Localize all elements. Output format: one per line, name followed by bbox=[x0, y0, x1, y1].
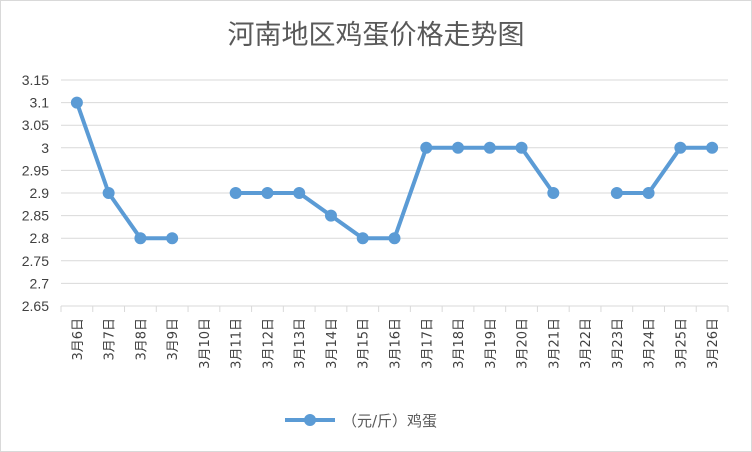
data-point bbox=[610, 187, 623, 199]
x-tick-label: 3月18日 bbox=[452, 318, 467, 369]
x-tick-label: 3月11日 bbox=[230, 318, 245, 369]
x-tick-label: 3月15日 bbox=[357, 318, 372, 369]
x-tick-label: 3月9日 bbox=[166, 318, 181, 361]
y-tick-label: 3.1 bbox=[30, 95, 50, 111]
x-axis: 3月6日 3月7日 3月8日 3月9日 3月10日 3月11日 3月12日 3月13日 3月14… bbox=[60, 306, 729, 369]
x-tick-label: 3月16日 bbox=[389, 318, 404, 369]
data-point bbox=[293, 187, 306, 199]
y-tick-label: 3.05 bbox=[22, 117, 49, 133]
y-tick-label: 2.9 bbox=[30, 185, 50, 201]
x-tick-label: 3月10日 bbox=[198, 318, 213, 369]
x-tick-label: 3月13日 bbox=[293, 318, 308, 369]
data-point bbox=[642, 187, 655, 199]
y-tick-label: 3 bbox=[41, 140, 49, 156]
x-tick-label: 3月17日 bbox=[420, 318, 435, 369]
series-line bbox=[614, 145, 715, 195]
x-tick-label: 3月8日 bbox=[134, 318, 149, 361]
y-tick-label: 2.75 bbox=[22, 253, 49, 269]
data-point bbox=[102, 187, 115, 199]
data-point bbox=[706, 141, 719, 154]
data-point bbox=[547, 187, 560, 199]
series-egg-price bbox=[70, 96, 719, 245]
legend-label: （元/斤）鸡蛋 bbox=[342, 412, 437, 430]
data-point bbox=[388, 232, 401, 245]
data-point bbox=[420, 141, 433, 154]
legend: （元/斤）鸡蛋 bbox=[285, 412, 437, 430]
data-point bbox=[483, 141, 496, 154]
data-point bbox=[261, 187, 274, 199]
data-point bbox=[356, 232, 369, 245]
data-point bbox=[452, 141, 465, 154]
data-point bbox=[70, 96, 83, 109]
y-tick-label: 2.95 bbox=[22, 162, 49, 178]
y-axis: 3.15 3.1 3.05 3 2.95 2.9 2.85 2.8 2.75 2.7 2.65 bbox=[22, 72, 49, 314]
x-tick-label: 3月7日 bbox=[103, 318, 118, 361]
x-tick-label: 3月26日 bbox=[706, 318, 721, 369]
chart-title: 河南地区鸡蛋价格走势图 bbox=[228, 20, 525, 51]
data-point bbox=[515, 141, 528, 154]
x-tick-label: 3月25日 bbox=[674, 318, 689, 369]
x-tick-label: 3月6日 bbox=[71, 318, 86, 361]
data-point bbox=[134, 232, 147, 245]
x-tick-label: 3月21日 bbox=[547, 318, 562, 369]
x-tick-label: 3月23日 bbox=[611, 318, 626, 369]
data-point bbox=[229, 187, 242, 199]
y-tick-label: 3.15 bbox=[22, 72, 49, 88]
data-point bbox=[166, 232, 179, 245]
x-tick-label: 3月22日 bbox=[579, 318, 594, 369]
data-point bbox=[324, 209, 337, 222]
x-tick-label: 3月19日 bbox=[484, 318, 499, 369]
x-tick-label: 3月24日 bbox=[643, 318, 658, 369]
series-line bbox=[74, 100, 175, 241]
legend-marker-icon bbox=[304, 414, 316, 426]
x-tick-label: 3月12日 bbox=[261, 318, 276, 369]
y-tick-label: 2.8 bbox=[30, 230, 50, 246]
x-tick-label: 3月14日 bbox=[325, 318, 340, 369]
data-point bbox=[674, 141, 687, 154]
y-tick-label: 2.7 bbox=[30, 275, 50, 291]
x-tick-label: 3月20日 bbox=[516, 318, 531, 369]
y-tick-label: 2.85 bbox=[22, 208, 49, 224]
y-tick-label: 2.65 bbox=[22, 298, 49, 314]
